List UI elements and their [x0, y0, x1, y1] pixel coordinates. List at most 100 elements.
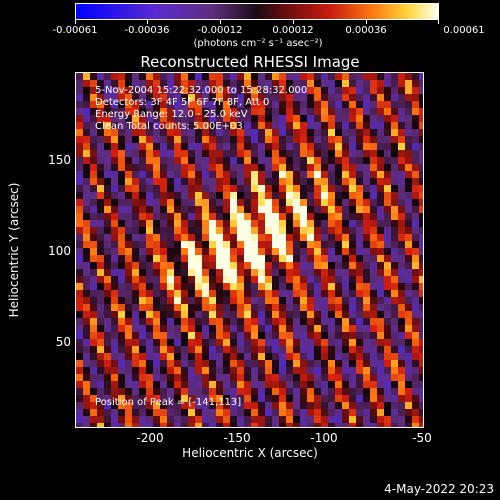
heatmap-cell [230, 122, 237, 129]
heatmap-cell [307, 360, 314, 367]
heatmap-cell [223, 367, 230, 374]
heatmap-cell [104, 178, 111, 185]
heatmap-cell [279, 94, 286, 101]
heatmap-cell [104, 346, 111, 353]
heatmap-cell [90, 129, 97, 136]
heatmap-cell [307, 262, 314, 269]
heatmap-cell [223, 304, 230, 311]
heatmap-cell [132, 101, 139, 108]
heatmap-cell [132, 269, 139, 276]
heatmap-cell [202, 346, 209, 353]
heatmap-cell [153, 73, 160, 80]
heatmap-cell [118, 192, 125, 199]
heatmap-cell [153, 108, 160, 115]
heatmap-cell [97, 332, 104, 339]
heatmap-cell [202, 409, 209, 416]
heatmap-cell [160, 388, 167, 395]
heatmap-cell [293, 178, 300, 185]
heatmap-cell [335, 248, 342, 255]
heatmap-cell [356, 108, 363, 115]
heatmap-cell [293, 94, 300, 101]
heatmap-cell [146, 269, 153, 276]
heatmap-cell [265, 339, 272, 346]
heatmap-cell [118, 367, 125, 374]
heatmap-cell [111, 115, 118, 122]
heatmap-cell [272, 311, 279, 318]
heatmap-cell [265, 115, 272, 122]
heatmap-cell [118, 346, 125, 353]
heatmap-cell [272, 192, 279, 199]
heatmap-cell [419, 136, 423, 143]
heatmap-cell [244, 248, 251, 255]
heatmap-cell [370, 402, 377, 409]
heatmap-cell [167, 227, 174, 234]
heatmap-cell [174, 122, 181, 129]
heatmap-cell [244, 101, 251, 108]
heatmap-cell [90, 276, 97, 283]
heatmap-cell [342, 94, 349, 101]
heatmap-cell [272, 395, 279, 402]
heatmap-cell [76, 143, 83, 150]
heatmap-cell [125, 360, 132, 367]
heatmap-cell [153, 143, 160, 150]
heatmap-cell [111, 388, 118, 395]
heatmap-cell [363, 416, 370, 423]
heatmap-cell [314, 409, 321, 416]
heatmap-cell [181, 143, 188, 150]
heatmap-cell [321, 283, 328, 290]
heatmap-cell [370, 346, 377, 353]
heatmap-cell [90, 220, 97, 227]
heatmap-cell [146, 395, 153, 402]
heatmap-cell [125, 171, 132, 178]
heatmap-cell [384, 108, 391, 115]
heatmap-cell [314, 262, 321, 269]
heatmap-cell [405, 171, 412, 178]
heatmap-cell [202, 234, 209, 241]
heatmap-cell [356, 360, 363, 367]
heatmap-cell [174, 374, 181, 381]
heatmap-cell [244, 423, 251, 427]
heatmap-cell [370, 185, 377, 192]
heatmap-cell [90, 241, 97, 248]
heatmap-cell [307, 150, 314, 157]
heatmap-cell [370, 94, 377, 101]
heatmap-cell [160, 332, 167, 339]
heatmap-cell [377, 283, 384, 290]
heatmap-cell [160, 255, 167, 262]
heatmap-cell [321, 409, 328, 416]
y-axis-label: Heliocentric Y (arcsec) [7, 182, 21, 318]
heatmap-cell [97, 367, 104, 374]
heatmap-cell [321, 94, 328, 101]
heatmap-cell [328, 367, 335, 374]
heatmap-cell [356, 276, 363, 283]
heatmap-cell [272, 241, 279, 248]
heatmap-cell [321, 395, 328, 402]
heatmap-cell [202, 115, 209, 122]
heatmap-cell [188, 360, 195, 367]
heatmap-cell [286, 227, 293, 234]
heatmap-cell [97, 423, 104, 427]
heatmap-cell [216, 318, 223, 325]
heatmap-cell [405, 269, 412, 276]
heatmap-cell [405, 423, 412, 427]
heatmap-cell [244, 297, 251, 304]
heatmap-cell [223, 374, 230, 381]
heatmap-cell [139, 73, 146, 80]
heatmap-cell [125, 206, 132, 213]
heatmap-cell [188, 157, 195, 164]
heatmap-cell [209, 94, 216, 101]
heatmap-cell [335, 353, 342, 360]
heatmap-cell [216, 122, 223, 129]
heatmap-cell [300, 269, 307, 276]
heatmap-cell [391, 171, 398, 178]
heatmap-cell [181, 402, 188, 409]
heatmap-cell [356, 388, 363, 395]
heatmap-cell [97, 290, 104, 297]
heatmap-cell [384, 374, 391, 381]
heatmap-cell [349, 164, 356, 171]
heatmap-cell [314, 339, 321, 346]
heatmap-cell [349, 136, 356, 143]
heatmap-cell [76, 192, 83, 199]
heatmap-cell [76, 178, 83, 185]
heatmap-cell [363, 80, 370, 87]
